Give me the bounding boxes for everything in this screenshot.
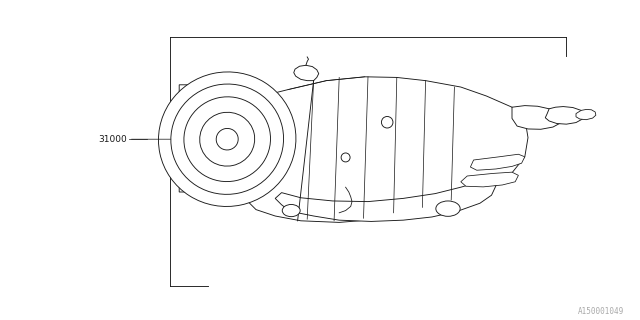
Circle shape [341, 153, 350, 162]
Text: 31000: 31000 [98, 135, 127, 144]
Ellipse shape [200, 112, 255, 166]
Polygon shape [179, 85, 243, 192]
Ellipse shape [216, 128, 238, 150]
Ellipse shape [184, 97, 271, 181]
Ellipse shape [436, 201, 460, 216]
Polygon shape [275, 181, 496, 221]
Polygon shape [205, 90, 275, 186]
Polygon shape [246, 77, 528, 222]
Polygon shape [294, 65, 319, 81]
Polygon shape [512, 106, 562, 129]
Polygon shape [461, 172, 518, 187]
Polygon shape [545, 107, 584, 124]
Text: A150001049: A150001049 [578, 307, 624, 316]
Ellipse shape [159, 72, 296, 206]
Ellipse shape [282, 204, 300, 217]
Polygon shape [189, 85, 280, 192]
Ellipse shape [171, 84, 284, 194]
Circle shape [381, 116, 393, 128]
Polygon shape [576, 109, 596, 120]
Polygon shape [470, 154, 525, 170]
